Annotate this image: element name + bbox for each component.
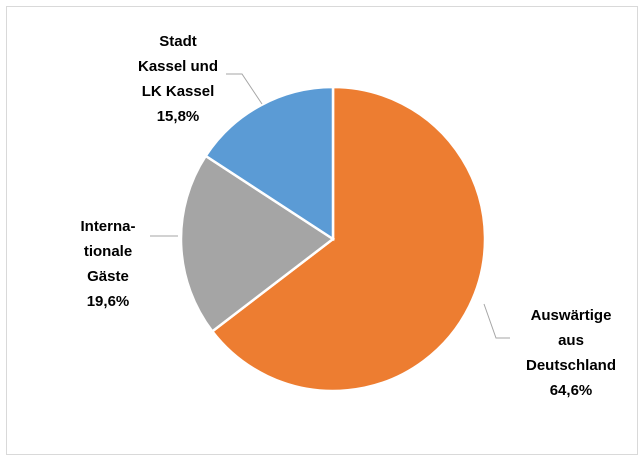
label-line: LK Kassel: [142, 83, 215, 100]
pie-slice: [179, 154, 336, 334]
leader-line: [483, 303, 510, 339]
leader-line: [226, 73, 263, 105]
label-line: Stadt: [159, 33, 197, 50]
label-line: Deutschland: [526, 357, 616, 374]
slice-label: Stadt Kassel und LK Kassel: [138, 33, 218, 100]
slice-label: Auswärtige aus Deutschland: [526, 307, 616, 374]
value-label: 64,6%: [550, 382, 593, 399]
pie-slice: [210, 85, 487, 393]
value-label: 19,6%: [87, 293, 130, 310]
label-line: aus: [558, 332, 584, 349]
label-line: tionale: [84, 243, 132, 260]
label-line: Gäste: [87, 268, 129, 285]
label-line: Interna-: [80, 218, 135, 235]
pie-slice: [203, 85, 335, 242]
slice-label: Interna-tionale Gäste: [80, 218, 135, 285]
label-line: Auswärtige: [531, 307, 612, 324]
label-line: Kassel und: [138, 58, 218, 75]
value-label: 15,8%: [157, 108, 200, 125]
